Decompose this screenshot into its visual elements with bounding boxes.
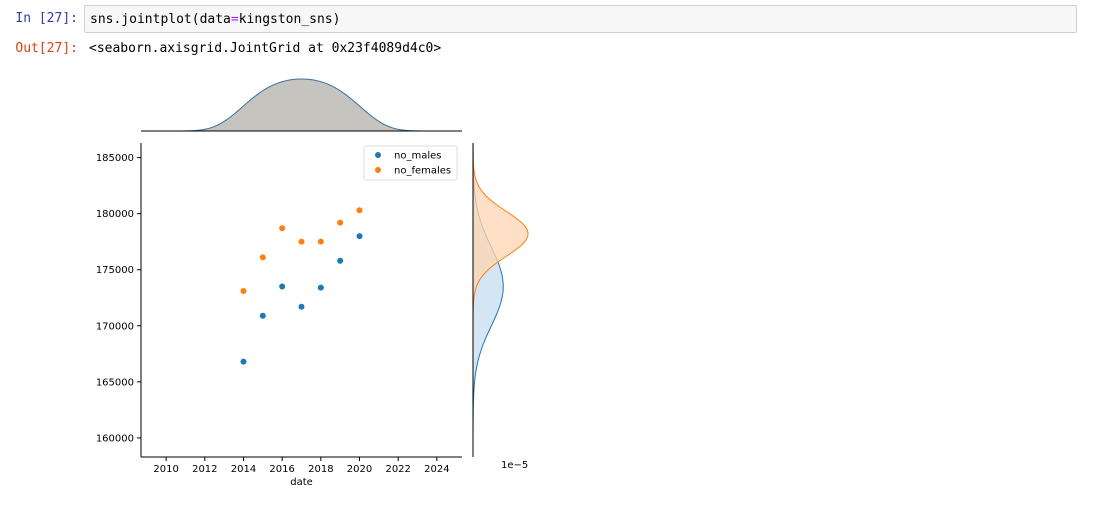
legend-marker	[375, 167, 381, 173]
x-axis-label: date	[290, 477, 313, 488]
data-point-no_females	[337, 219, 344, 226]
x-tick-label: 2024	[424, 464, 449, 475]
data-point-no_males	[298, 303, 305, 310]
x-tick-label: 2018	[308, 464, 333, 475]
code-input-cell[interactable]: sns.jointplot(data=kingston_sns)	[84, 5, 1077, 33]
x-tick-label: 2020	[347, 464, 372, 475]
data-point-no_females	[279, 225, 286, 232]
marginal-x-kde	[141, 78, 462, 132]
data-point-no_males	[259, 312, 266, 319]
scatter-points	[240, 207, 363, 365]
legend-box	[363, 145, 458, 181]
x-tick-label: 2014	[231, 464, 256, 475]
y-tick-label: 185000	[96, 153, 134, 164]
data-point-no_females	[298, 238, 305, 245]
data-point-no_females	[356, 207, 363, 214]
data-point-no_females	[317, 238, 324, 245]
code-suffix: kingston_sns)	[238, 12, 341, 27]
marginal-y-kde: 1e−5	[472, 143, 529, 471]
legend-label: no_males	[394, 151, 441, 162]
marginal-x-fill	[141, 79, 462, 131]
data-point-no_males	[240, 358, 247, 365]
y-tick-label: 160000	[96, 433, 134, 444]
marginal-y-fill-no_females	[473, 143, 528, 457]
x-tick-label: 2016	[269, 464, 294, 475]
marginal-y-offset-label: 1e−5	[501, 460, 528, 471]
data-point-no_males	[279, 283, 286, 290]
output-prompt: Out[27]:	[15, 41, 78, 56]
x-tick-label: 2022	[385, 464, 410, 475]
legend-marker	[375, 152, 381, 158]
joint-axes: 2010 2012 2014 2016 2018 2020 2022 2024 160000 16…	[96, 143, 462, 488]
data-point-no_females	[240, 288, 247, 295]
data-point-no_males	[317, 284, 324, 291]
code-prefix: sns.jointplot(data	[90, 12, 231, 27]
x-tick-label: 2010	[153, 464, 178, 475]
output-text: <seaborn.axisgrid.JointGrid at 0x23f4089…	[89, 41, 442, 56]
y-tick-label: 175000	[96, 265, 134, 276]
data-point-no_females	[259, 254, 266, 261]
input-prompt: In [27]:	[15, 11, 78, 26]
legend-label: no_females	[394, 166, 451, 177]
code-operator: =	[230, 12, 239, 27]
data-point-no_males	[356, 233, 363, 240]
y-tick-label: 170000	[96, 321, 134, 332]
y-tick-label: 165000	[96, 377, 134, 388]
chart-legend: no_males no_females	[363, 145, 458, 181]
data-point-no_males	[337, 257, 344, 264]
y-tick-label: 180000	[96, 209, 134, 220]
code-text[interactable]: sns.jointplot(data=kingston_sns)	[90, 12, 340, 27]
x-tick-label: 2012	[192, 464, 217, 475]
